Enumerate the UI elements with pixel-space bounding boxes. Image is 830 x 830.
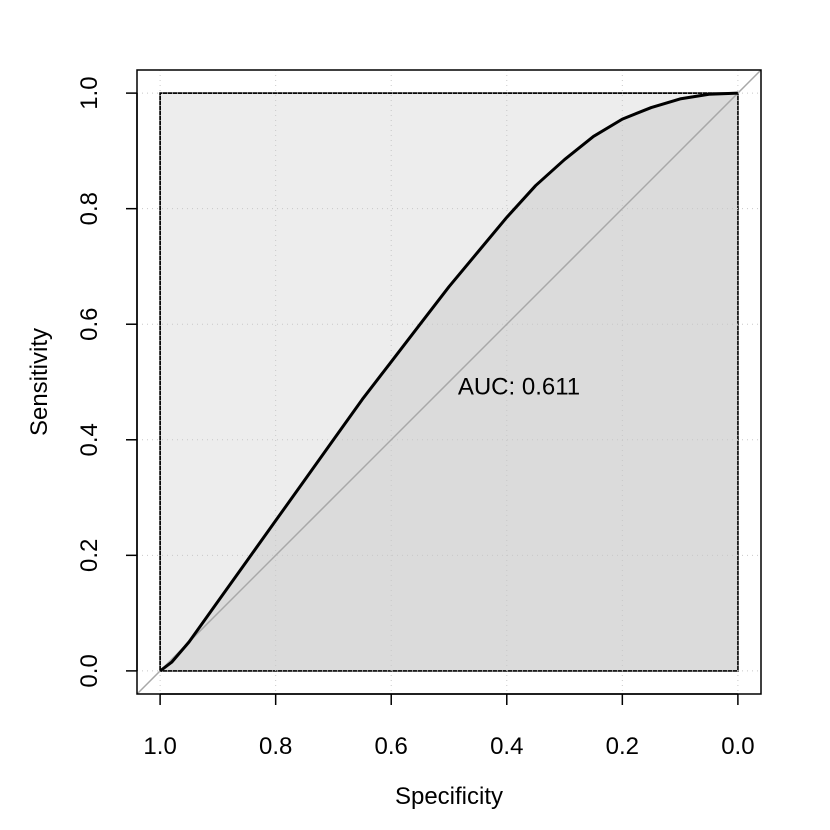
grid-lines [137,70,761,694]
x-tick-label: 0.8 [259,733,292,760]
roc-curve [159,91,738,673]
y-axis-title: Sensitivity [26,328,53,436]
x-tick-label: 0.6 [375,733,408,760]
x-tick-label: 0.0 [721,733,754,760]
y-axis: 0.0 0.2 0.4 0.6 0.8 1.0 [76,76,138,688]
unit-square-outline [159,92,739,672]
x-axis-title: Specificity [395,783,503,810]
y-tick-label: 0.6 [76,308,103,341]
y-tick-label: 0.8 [76,192,103,225]
chance-diagonal [137,70,761,694]
roc-lines [137,70,761,694]
x-tick-label: 1.0 [143,733,176,760]
auc-annotation: AUC: 0.611 [458,374,580,401]
y-tick-label: 1.0 [76,76,103,109]
y-tick-label: 0.2 [76,539,103,572]
x-tick-label: 0.2 [606,733,639,760]
x-tick-label: 0.4 [490,733,523,760]
y-tick-label: 0.4 [76,423,103,456]
y-tick-label: 0.0 [76,654,103,687]
x-axis: 1.0 0.8 0.6 0.4 0.2 0.0 [143,693,755,760]
